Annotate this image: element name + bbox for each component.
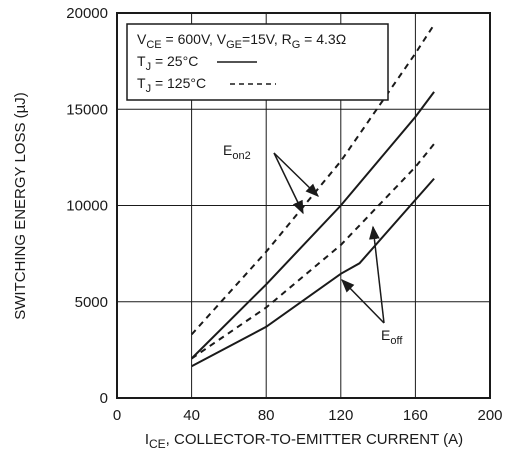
legend-box — [126, 23, 389, 101]
arrow-eoff-to-125c — [369, 225, 385, 324]
series-lines — [190, 24, 435, 368]
plot-frame — [116, 12, 491, 399]
x-tick-label: 40 — [183, 407, 200, 424]
y-tick-labels: 0 5000 10000 15000 20000 — [66, 5, 108, 407]
annotation-arrows — [273, 152, 385, 324]
x-tick-labels: 0 40 80 120 160 200 — [113, 407, 503, 424]
y-tick-label: 10000 — [66, 198, 108, 215]
y-tick-label: 20000 — [66, 5, 108, 22]
x-tick-label: 160 — [403, 407, 428, 424]
series-eoff-25c — [191, 177, 435, 368]
legend-entry-125c: TJ = 125°C — [137, 75, 206, 95]
y-tick-label: 5000 — [75, 294, 108, 311]
legend: VCE = 600V, VGE=15V, RG = 4.3Ω TJ = 25°C… — [126, 23, 389, 101]
y-tick-label: 15000 — [66, 101, 108, 118]
legend-conditions: VCE = 600V, VGE=15V, RG = 4.3Ω — [137, 31, 346, 51]
arrow-eon2-to-125c — [273, 152, 319, 197]
annotation-eoff: Eoff — [381, 327, 403, 347]
x-axis-title: ICE, COLLECTOR-TO-EMITTER CURRENT (A) — [145, 431, 463, 451]
x-tick-label: 0 — [113, 407, 121, 424]
x-tick-label: 80 — [258, 407, 275, 424]
arrow-eon2-to-25c — [273, 152, 304, 215]
x-tick-label: 120 — [328, 407, 353, 424]
y-tick-label: 0 — [100, 390, 108, 407]
y-axis-title: SWITCHING ENERGY LOSS (µJ) — [12, 92, 29, 320]
x-tick-label: 200 — [477, 407, 502, 424]
series-eoff-125c — [191, 143, 435, 360]
annotation-eon2: Eon2 — [223, 142, 251, 162]
arrow-eoff-to-25c — [341, 279, 385, 324]
series-eon2-25c — [190, 91, 435, 360]
legend-entry-25c: TJ = 25°C — [137, 53, 198, 73]
